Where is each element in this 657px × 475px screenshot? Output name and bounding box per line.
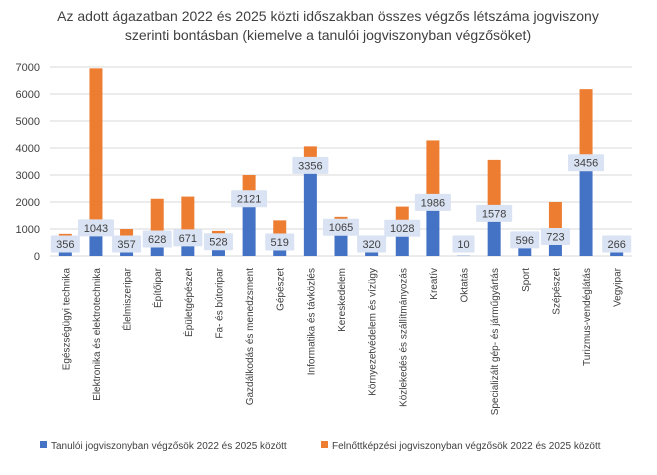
data-label: 628 (148, 234, 166, 246)
x-category-label: Vegyipar (613, 267, 624, 307)
bar-segment-felnottkepzesi (89, 68, 102, 227)
bar-segment-felnottkepzesi (580, 89, 593, 163)
x-category-label: Környezetvédelem és vízügy (368, 268, 379, 396)
y-tick-label: 0 (34, 251, 40, 263)
x-category-label: Elektronika és elektrotechnika (92, 268, 103, 401)
data-label: 519 (271, 237, 289, 249)
x-category-label: Épületgépészet (182, 268, 195, 337)
data-label: 3356 (298, 160, 322, 172)
x-category-label: Építőipar (151, 267, 164, 308)
data-label: 266 (608, 239, 626, 251)
y-tick-label: 3000 (16, 170, 40, 182)
y-tick-label: 1000 (16, 224, 40, 236)
data-label: 723 (546, 231, 564, 243)
legend-swatch-felnottkepzesi (321, 441, 328, 448)
legend: Tanulói jogviszonyban végzősök 2022 és 2… (40, 441, 601, 452)
x-category-label: Oktatás (460, 268, 471, 302)
y-tick-label: 7000 (16, 62, 40, 74)
legend-swatch-tanuloi (40, 441, 47, 448)
bar-segment-tanuloi (304, 165, 317, 256)
data-label: 596 (516, 235, 534, 247)
y-tick-label: 4000 (16, 143, 40, 155)
x-category-label: Kereskedelem (337, 268, 348, 332)
data-label: 10 (457, 239, 469, 251)
data-label: 357 (117, 239, 135, 251)
x-category-label: Gépészet (276, 268, 287, 311)
bar-segment-tanuloi (243, 199, 256, 256)
x-category-label: Egészségügyi technika (61, 268, 72, 371)
x-axis-labels: Egészségügyi technika Elektronika és elek… (61, 267, 623, 415)
x-category-label: Kreatív (429, 268, 440, 300)
y-tick-label: 2000 (16, 197, 40, 209)
y-tick-label: 6000 (16, 89, 40, 101)
x-category-label: Informatika és távközlés (306, 268, 317, 375)
chart-title: Az adott ágazatban 2022 és 2025 közti id… (57, 8, 599, 43)
data-label: 1578 (482, 208, 506, 220)
data-label: 671 (179, 233, 197, 245)
chart-title-line: Az adott ágazatban 2022 és 2025 közti id… (57, 8, 599, 24)
x-category-label: Sport (521, 268, 532, 292)
x-category-label: Specializált gép- és járműgyártás (490, 268, 501, 415)
bar-segment-felnottkepzesi (426, 140, 439, 202)
x-category-label: Élelmiszeripar (121, 267, 134, 330)
data-label: 356 (56, 239, 74, 251)
x-category-label: Szépészet (551, 268, 562, 315)
data-label: 1986 (421, 197, 445, 209)
legend-label: Felnőttképzési jogviszonyban végzősök 20… (332, 441, 601, 452)
data-label: 1043 (84, 223, 108, 235)
x-category-label: Gazdálkodás és menedzsment (245, 268, 256, 406)
data-label: 528 (209, 237, 227, 249)
data-label: 3456 (574, 158, 598, 170)
bar-segment-tanuloi (580, 163, 593, 256)
chart-title-line: szerinti bontásban (kiemelve a tanulói j… (125, 27, 531, 43)
x-category-label: Közlekedés és szállítmányozás (398, 268, 409, 407)
legend-label: Tanulói jogviszonyban végzősök 2022 és 2… (51, 441, 287, 452)
x-category-label: Turizmus-vendéglátás (582, 268, 593, 366)
data-label: 1065 (329, 222, 353, 234)
data-label: 320 (362, 239, 380, 251)
data-label: 1028 (390, 223, 414, 235)
y-tick-label: 5000 (16, 116, 40, 128)
y-axis-ticks: 0 1000 2000 3000 4000 5000 6000 7000 (16, 62, 40, 263)
data-label: 2121 (237, 194, 261, 206)
x-category-label: Fa- és bútoripar (214, 267, 225, 338)
